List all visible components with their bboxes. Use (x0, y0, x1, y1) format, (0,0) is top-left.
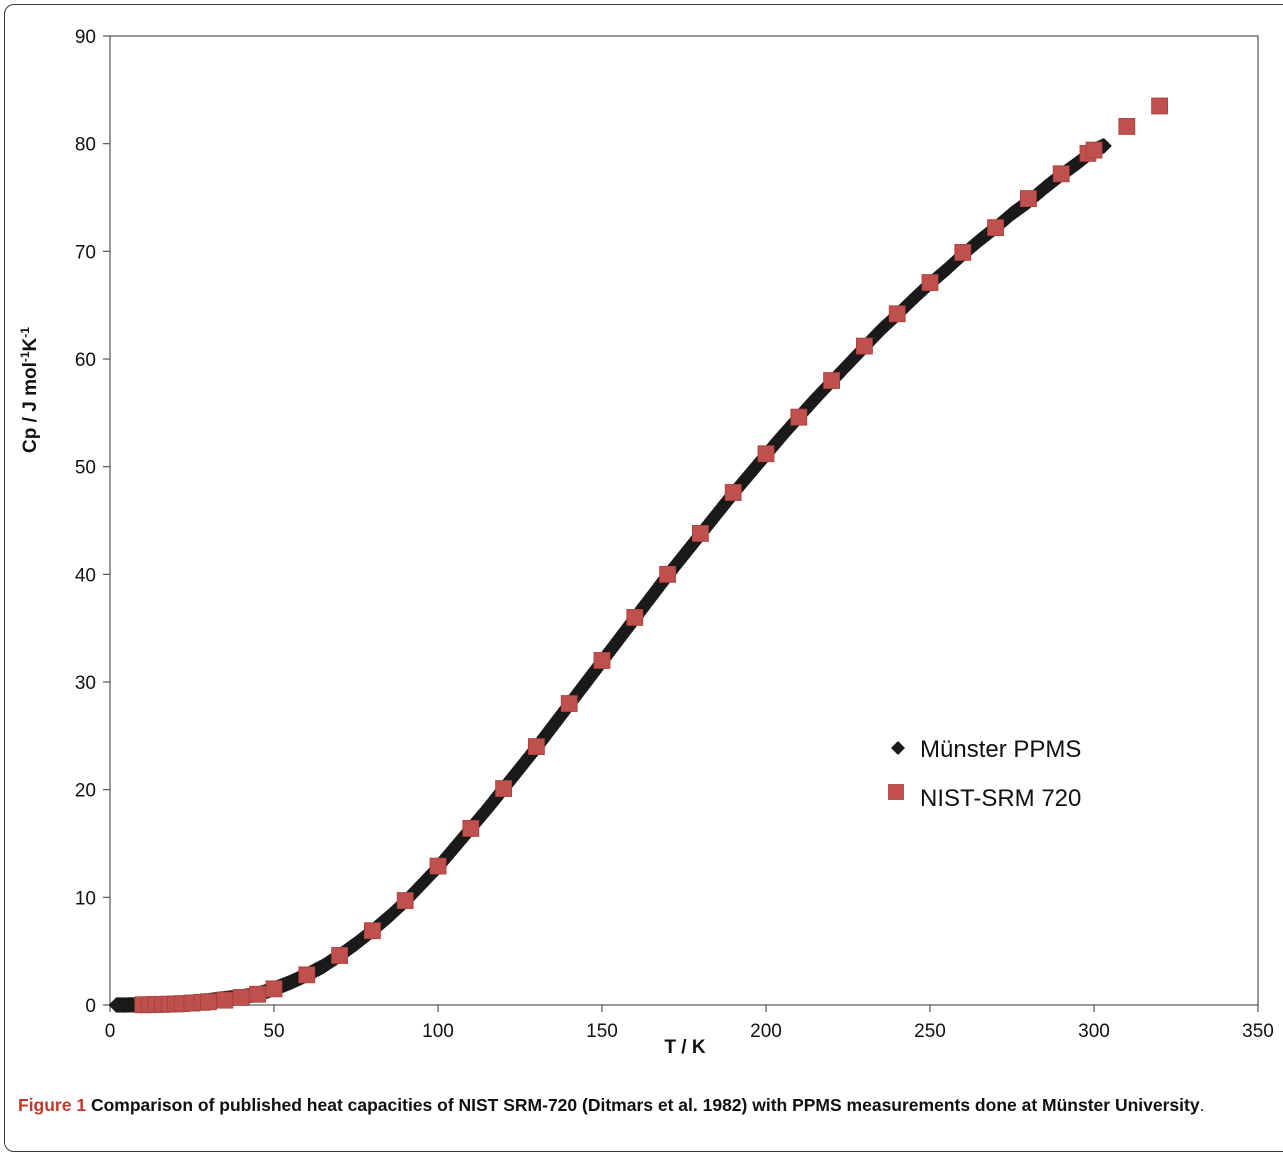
legend-label-nist: NIST-SRM 720 (920, 785, 1081, 812)
y-axis-title-base: Cp / J mol (20, 362, 41, 453)
x-axis-title: T / K (664, 1037, 705, 1058)
x-tick-label: 100 (422, 1021, 454, 1042)
nist-marker (1118, 118, 1136, 135)
nist-marker (692, 525, 709, 542)
caption-end: . (1199, 1095, 1205, 1115)
nist-marker (626, 609, 644, 626)
nist-marker (560, 695, 578, 712)
nist-marker (1151, 97, 1168, 115)
nist-marker (216, 991, 234, 1009)
y-tick-label: 40 (75, 565, 96, 586)
nist-marker (331, 947, 349, 964)
nist-marker (659, 565, 676, 583)
nist-marker (724, 484, 742, 501)
chart: 0 50 100 150 200 250 300 350 0 10 20 30 40 50 60 70 80 90… (18, 27, 1274, 1058)
legend-marker-ppms (891, 741, 905, 755)
nist-marker (921, 274, 939, 291)
nist-marker (1085, 141, 1103, 159)
nist-marker (429, 857, 447, 875)
x-tick-label: 350 (1242, 1021, 1274, 1042)
nist-marker (462, 820, 480, 837)
y-tick-label: 30 (75, 673, 96, 694)
legend-label-ppms: Münster PPMS (920, 736, 1081, 763)
y-tick-label: 70 (75, 242, 96, 263)
nist-marker (495, 780, 513, 797)
nist-marker (757, 445, 775, 463)
x-tick-label: 0 (105, 1021, 116, 1042)
nist-marker (954, 244, 972, 261)
y-tick-label: 20 (75, 781, 96, 802)
nist-marker (265, 980, 283, 998)
nist-marker (199, 993, 217, 1011)
axes: 0 50 100 150 200 250 300 350 0 10 20 30 40 50 60 70 80 90 (75, 27, 1274, 1042)
y-tick-label: 80 (75, 135, 96, 156)
x-tick-label: 50 (263, 1021, 284, 1042)
nist-marker (249, 985, 267, 1003)
nist-marker (790, 408, 808, 426)
plot-area-border (109, 35, 1259, 1006)
x-tick-label: 300 (1078, 1021, 1110, 1042)
y-axis-title-exp1: -1 (18, 351, 32, 362)
nist-marker (987, 219, 1004, 237)
nist-marker (888, 305, 906, 323)
y-tick-label: 60 (75, 350, 96, 371)
nist-marker (528, 738, 545, 755)
nist-marker (1020, 190, 1037, 207)
nist-marker (396, 892, 414, 909)
data-marks (108, 97, 1168, 1014)
nist-marker (823, 372, 840, 389)
nist-marker (856, 337, 873, 355)
x-tick-label: 150 (586, 1021, 618, 1042)
nist-marker (232, 989, 250, 1006)
nist-marker (593, 652, 611, 669)
legend: Münster PPMS NIST-SRM 720 (888, 736, 1081, 812)
y-axis-title-mid: K (20, 337, 41, 351)
nist-marker (363, 922, 381, 940)
y-tick-label: 50 (75, 458, 96, 479)
legend-marker-nist (888, 784, 904, 800)
nist-marker (298, 966, 316, 984)
x-tick-label: 250 (914, 1021, 946, 1042)
y-tick-label: 0 (85, 996, 96, 1017)
x-tick-label: 200 (750, 1021, 782, 1042)
figure-caption: Figure 1 Comparison of published heat ca… (18, 1094, 1280, 1117)
y-tick-label: 90 (75, 27, 96, 48)
figure-frame (4, 4, 1283, 1152)
y-axis-title: Cp / J mol-1K-1 (18, 327, 41, 453)
nist-marker (1052, 165, 1070, 183)
y-tick-label: 10 (75, 888, 96, 909)
y-axis-title-exp2: -1 (18, 327, 32, 338)
caption-text: Comparison of published heat capacities … (90, 1095, 1200, 1115)
caption-label: Figure 1 (18, 1095, 87, 1115)
